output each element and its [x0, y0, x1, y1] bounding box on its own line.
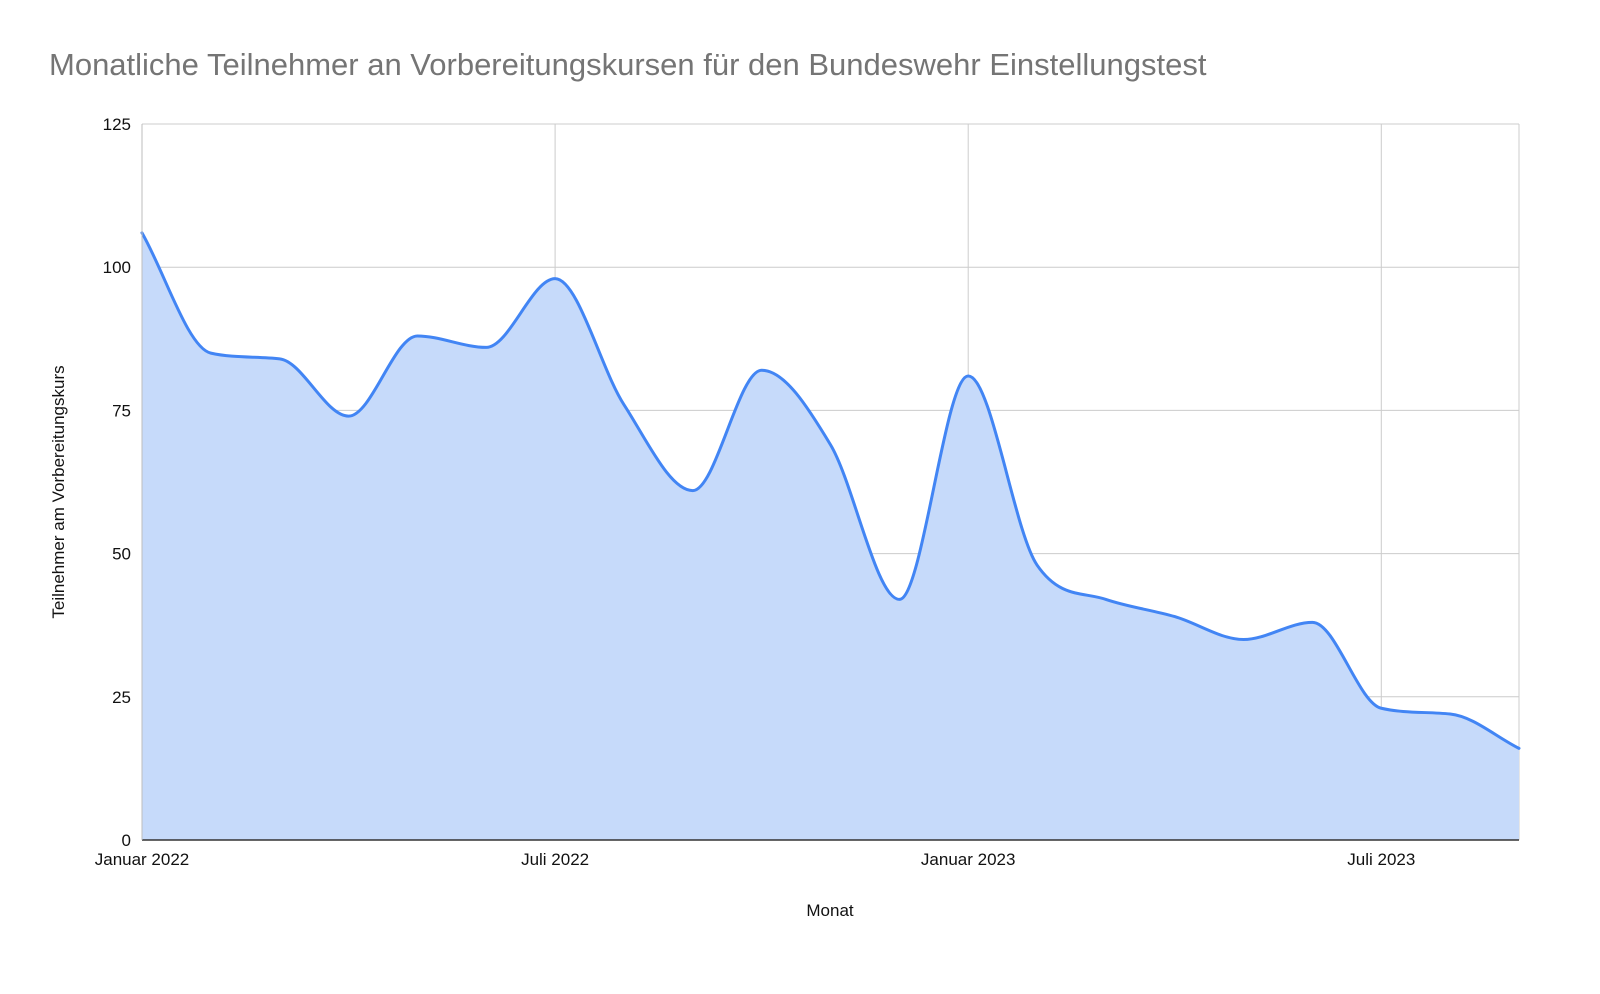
- y-tick-label: 25: [112, 688, 131, 707]
- series-area-fill: [142, 232, 1519, 840]
- x-tick-label: Januar 2023: [921, 850, 1016, 869]
- data-area-layer: [140, 231, 1521, 840]
- y-tick-label: 0: [122, 831, 131, 850]
- x-axis-tick-labels: Januar 2022 Juli 2022 Januar 2023 Juli 2023: [95, 850, 1416, 869]
- y-tick-label: 100: [103, 258, 131, 277]
- series-line: [140, 231, 1521, 750]
- y-tick-label: 50: [112, 545, 131, 564]
- y-axis-tick-labels: 0 25 50 75 100 125: [103, 115, 131, 850]
- y-tick-label: 75: [112, 401, 131, 420]
- axes: [141, 124, 1519, 841]
- y-axis-title: Teilnehmer am Vorbereitungskurs: [49, 365, 68, 618]
- y-tick-label: 125: [103, 115, 131, 134]
- x-tick-label: Januar 2022: [95, 850, 190, 869]
- x-tick-label: Juli 2022: [521, 850, 589, 869]
- chart-title: Monatliche Teilnehmer an Vorbereitungsku…: [49, 47, 1207, 82]
- x-tick-label: Juli 2023: [1347, 850, 1415, 869]
- x-axis-title: Monat: [806, 901, 854, 920]
